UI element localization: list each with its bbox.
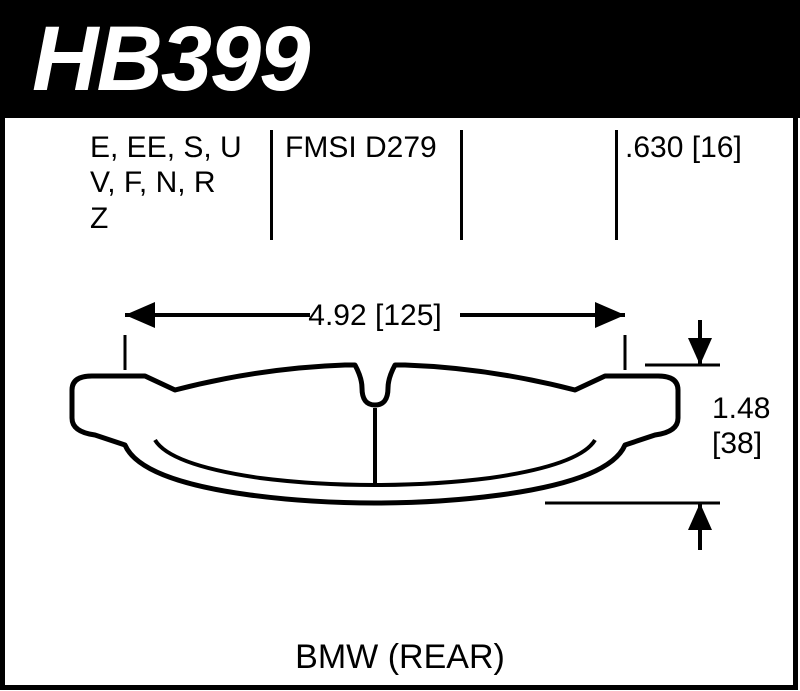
thickness-mm: [16] (692, 131, 742, 164)
header-band: HB399 (0, 0, 800, 118)
compounds-col: E, EE, S, U V, F, N, R Z (90, 130, 242, 236)
footer-label: BMW (REAR) (0, 638, 800, 677)
spec-row: E, EE, S, U V, F, N, R Z FMSI D279 .630 … (0, 130, 800, 250)
fmsi-col: FMSI D279 (285, 130, 437, 165)
height-in: 1.48 (712, 392, 770, 425)
height-mm: [38] (712, 427, 762, 460)
thickness-in: .630 (625, 131, 683, 164)
width-dimension: 4.92 [125] (125, 295, 625, 370)
diagram-svg: 4.92 [125] 1.48 [38] (0, 260, 800, 640)
spec-separator-1 (270, 130, 273, 240)
part-number: HB399 (32, 7, 308, 112)
compounds-line1: E, EE, S, U (90, 130, 242, 165)
spec-separator-2 (460, 130, 463, 240)
brake-pad-outline (72, 365, 678, 503)
thickness-col: .630 [16] (625, 130, 742, 165)
width-mm: [125] (375, 299, 442, 332)
width-in: 4.92 (308, 299, 366, 332)
fmsi-value: FMSI D279 (285, 130, 437, 165)
spec-separator-3 (615, 130, 618, 240)
compounds-line3: Z (90, 201, 242, 236)
svg-text:4.92 [125]: 4.92 [125] (308, 299, 441, 332)
compounds-line2: V, F, N, R (90, 165, 242, 200)
